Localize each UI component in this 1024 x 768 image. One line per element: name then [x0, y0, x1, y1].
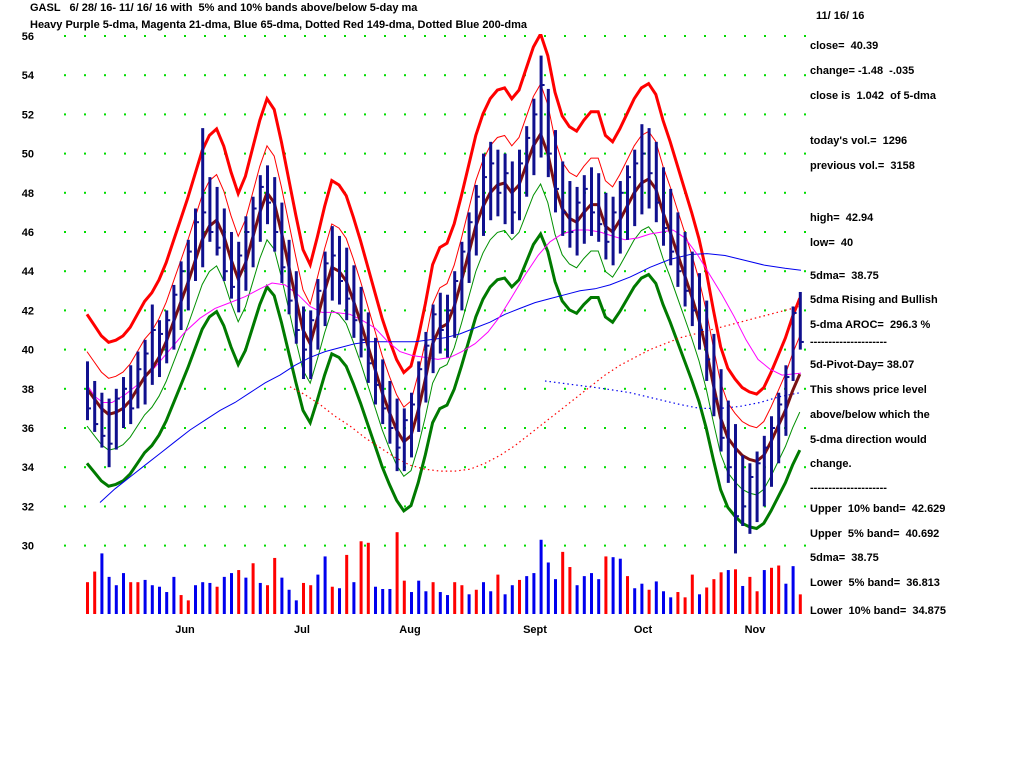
svg-text:50: 50 [22, 149, 34, 161]
lower-5pct-band-line [86, 182, 801, 496]
svg-text:32: 32 [22, 501, 34, 513]
sidebar-line: Lower 5% band= 36.813 [810, 577, 940, 589]
svg-text:Aug: Aug [399, 624, 420, 636]
svg-text:Nov: Nov [745, 624, 767, 636]
sidebar-line: previous vol.= 3158 [810, 160, 915, 172]
sidebar-line: 5dma= 38.75 [810, 552, 879, 564]
sidebar-line: 5-dma direction would [810, 434, 927, 446]
sidebar-line: today's vol.= 1296 [810, 135, 908, 147]
blue-65dma-line [99, 253, 802, 503]
sidebar-line: This shows price level [810, 384, 927, 396]
svg-text:44: 44 [22, 266, 35, 278]
sidebar-line: 5dma= 38.75 [810, 270, 879, 282]
y-axis-labels: 56 54 52 50 48 46 44 42 40 38 36 34 32 30 [22, 31, 35, 553]
sidebar-line: 11/ 16/ 16 [816, 10, 865, 22]
svg-text:42: 42 [22, 305, 34, 317]
svg-text:Jul: Jul [294, 624, 310, 636]
sidebar-line: high= 42.94 [810, 212, 874, 224]
svg-text:48: 48 [22, 188, 34, 200]
svg-text:52: 52 [22, 109, 34, 121]
svg-text:Oct: Oct [634, 624, 653, 636]
volume-bars [86, 532, 802, 614]
sidebar-line: Lower 10% band= 34.875 [810, 605, 947, 617]
chart-title: GASL 6/ 28/ 16- 11/ 16/ 16 with 5% and 1… [30, 2, 418, 14]
svg-text:40: 40 [22, 345, 34, 357]
svg-text:34: 34 [22, 462, 35, 474]
svg-text:38: 38 [22, 384, 34, 396]
sidebar-line: Upper 10% band= 42.629 [810, 503, 946, 515]
sidebar-line: 5dma Rising and Bullish [810, 294, 938, 306]
svg-text:36: 36 [22, 423, 34, 435]
dotted-blue-200dma-line [544, 380, 801, 409]
sidebar-line: Upper 5% band= 40.692 [810, 528, 940, 540]
svg-text:56: 56 [22, 31, 34, 43]
sidebar-line: change= -1.48 -.035 [810, 65, 915, 77]
sidebar-line: --------------------- [810, 482, 887, 494]
x-axis-month-labels: Jun Jul Aug Sept Oct Nov [175, 624, 766, 636]
upper-10pct-band-line [85, 34, 802, 396]
svg-text:46: 46 [22, 227, 34, 239]
sidebar-line: close is 1.042 of 5-dma [810, 90, 936, 102]
svg-text:Jun: Jun [175, 624, 195, 636]
sidebar-line: 5-dma AROC= 296.3 % [810, 319, 931, 331]
chart-subtitle: Heavy Purple 5-dma, Magenta 21-dma, Blue… [30, 19, 527, 31]
upper-5pct-band-line [86, 82, 801, 429]
svg-text:Sept: Sept [523, 624, 547, 636]
magenta-21dma-line [86, 229, 802, 403]
dotted-red-149dma-line [289, 305, 801, 472]
sidebar-line: 5d-Pivot-Day= 38.07 [810, 359, 915, 371]
heavy-purple-5dma-line [85, 130, 802, 463]
sidebar-line: --------------------- [810, 336, 887, 348]
sidebar-line: low= 40 [810, 237, 854, 249]
daily-price-bars [86, 55, 804, 554]
sidebar-line: change. [810, 458, 852, 470]
lower-10pct-band-line [85, 230, 802, 531]
svg-text:54: 54 [22, 70, 35, 82]
sidebar-line: close= 40.39 [810, 40, 879, 52]
svg-text:30: 30 [22, 541, 34, 553]
sidebar-line: above/below which the [810, 409, 930, 421]
